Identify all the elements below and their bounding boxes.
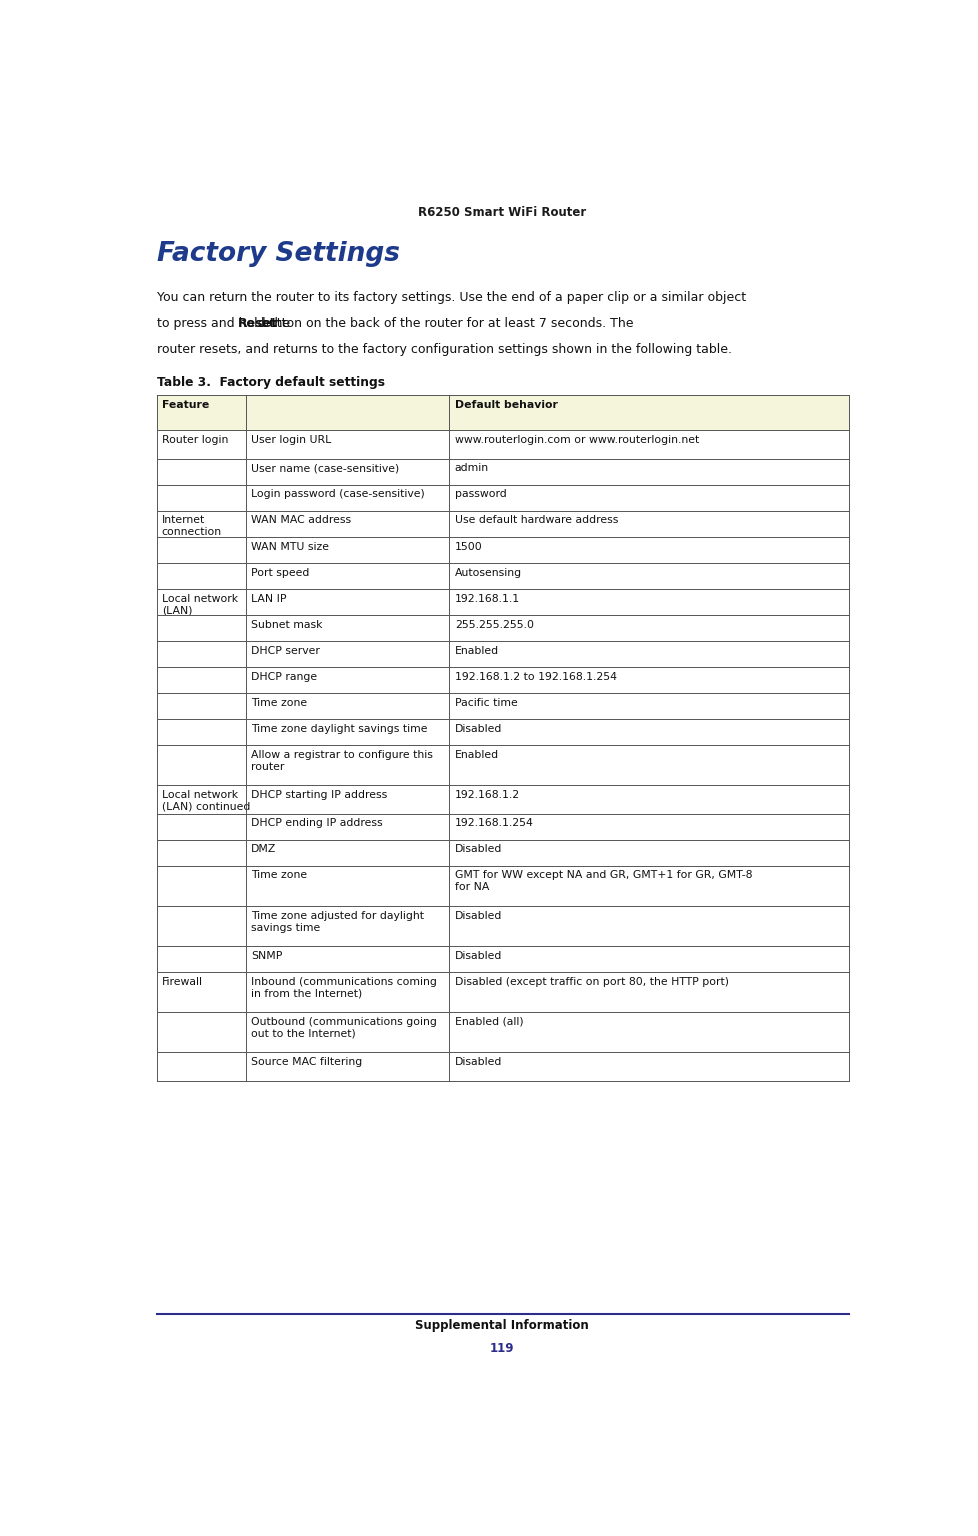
Text: Time zone: Time zone bbox=[251, 871, 307, 880]
Bar bbox=[156, 562, 848, 588]
Bar bbox=[156, 785, 848, 814]
Text: Disabled: Disabled bbox=[454, 723, 502, 734]
Text: SNMP: SNMP bbox=[251, 951, 283, 960]
Text: Pacific time: Pacific time bbox=[454, 697, 517, 708]
Text: Allow a registrar to configure this
router: Allow a registrar to configure this rout… bbox=[251, 750, 433, 771]
Text: DHCP range: DHCP range bbox=[251, 671, 317, 682]
Text: Local network
(LAN): Local network (LAN) bbox=[161, 593, 238, 616]
Bar bbox=[156, 840, 848, 866]
Text: Enabled: Enabled bbox=[454, 645, 499, 656]
Bar bbox=[156, 614, 848, 641]
Text: to press and hold the: to press and hold the bbox=[156, 316, 293, 330]
Text: WAN MTU size: WAN MTU size bbox=[251, 542, 329, 551]
Text: Source MAC filtering: Source MAC filtering bbox=[251, 1057, 362, 1068]
Bar bbox=[156, 536, 848, 562]
Text: 192.168.1.2: 192.168.1.2 bbox=[454, 790, 519, 800]
Text: 119: 119 bbox=[489, 1342, 513, 1355]
Text: button on the back of the router for at least 7 seconds. The: button on the back of the router for at … bbox=[257, 316, 633, 330]
Text: Subnet mask: Subnet mask bbox=[251, 619, 323, 630]
Bar bbox=[156, 641, 848, 667]
Bar bbox=[156, 719, 848, 745]
Text: router resets, and returns to the factory configuration settings shown in the fo: router resets, and returns to the factor… bbox=[156, 343, 731, 356]
Text: DHCP ending IP address: DHCP ending IP address bbox=[251, 819, 382, 828]
Text: admin: admin bbox=[454, 464, 488, 473]
Text: DHCP server: DHCP server bbox=[251, 645, 320, 656]
Text: Supplemental Information: Supplemental Information bbox=[415, 1318, 588, 1332]
Bar bbox=[156, 946, 848, 972]
Text: Outbound (communications going
out to the Internet): Outbound (communications going out to th… bbox=[251, 1017, 437, 1038]
Text: You can return the router to its factory settings. Use the end of a paper clip o: You can return the router to its factory… bbox=[156, 290, 745, 304]
Text: Autosensing: Autosensing bbox=[454, 567, 521, 578]
Text: Disabled: Disabled bbox=[454, 951, 502, 960]
Text: password: password bbox=[454, 490, 506, 499]
Bar bbox=[156, 511, 848, 536]
Bar bbox=[156, 745, 848, 785]
Bar bbox=[156, 588, 848, 614]
Bar bbox=[156, 814, 848, 840]
Text: 1500: 1500 bbox=[454, 542, 482, 551]
Text: Reset: Reset bbox=[238, 316, 277, 330]
Text: GMT for WW except NA and GR, GMT+1 for GR, GMT-8
for NA: GMT for WW except NA and GR, GMT+1 for G… bbox=[454, 871, 751, 892]
Text: 192.168.1.1: 192.168.1.1 bbox=[454, 593, 519, 604]
Text: Disabled: Disabled bbox=[454, 1057, 502, 1068]
Text: Use default hardware address: Use default hardware address bbox=[454, 516, 617, 525]
Text: Internet
connection: Internet connection bbox=[161, 516, 222, 538]
Text: Router login: Router login bbox=[161, 435, 228, 445]
Text: Enabled: Enabled bbox=[454, 750, 499, 760]
Text: Time zone: Time zone bbox=[251, 697, 307, 708]
Bar bbox=[156, 866, 848, 906]
Text: Disabled: Disabled bbox=[454, 911, 502, 920]
Bar bbox=[156, 395, 848, 430]
Bar bbox=[156, 972, 848, 1012]
Text: User name (case-sensitive): User name (case-sensitive) bbox=[251, 464, 399, 473]
Text: User login URL: User login URL bbox=[251, 435, 332, 445]
Text: www.routerlogin.com or www.routerlogin.net: www.routerlogin.com or www.routerlogin.n… bbox=[454, 435, 698, 445]
Text: Table 3.  Factory default settings: Table 3. Factory default settings bbox=[156, 376, 384, 389]
Text: 255.255.255.0: 255.255.255.0 bbox=[454, 619, 533, 630]
Text: Factory Settings: Factory Settings bbox=[156, 241, 399, 267]
Text: R6250 Smart WiFi Router: R6250 Smart WiFi Router bbox=[418, 206, 585, 218]
Text: WAN MAC address: WAN MAC address bbox=[251, 516, 351, 525]
Text: Local network
(LAN) continued: Local network (LAN) continued bbox=[161, 790, 250, 813]
Text: LAN IP: LAN IP bbox=[251, 593, 287, 604]
Bar bbox=[156, 1052, 848, 1081]
Bar bbox=[156, 667, 848, 693]
Text: Disabled: Disabled bbox=[454, 845, 502, 854]
Text: DMZ: DMZ bbox=[251, 845, 277, 854]
Text: Disabled (except traffic on port 80, the HTTP port): Disabled (except traffic on port 80, the… bbox=[454, 977, 728, 986]
Text: Enabled (all): Enabled (all) bbox=[454, 1017, 523, 1028]
Text: Port speed: Port speed bbox=[251, 567, 309, 578]
Bar bbox=[156, 1012, 848, 1052]
Bar bbox=[156, 459, 848, 485]
Bar bbox=[156, 485, 848, 511]
Text: 192.168.1.254: 192.168.1.254 bbox=[454, 819, 533, 828]
Text: Login password (case-sensitive): Login password (case-sensitive) bbox=[251, 490, 424, 499]
Text: Inbound (communications coming
in from the Internet): Inbound (communications coming in from t… bbox=[251, 977, 437, 998]
Text: 192.168.1.2 to 192.168.1.254: 192.168.1.2 to 192.168.1.254 bbox=[454, 671, 616, 682]
Text: Default behavior: Default behavior bbox=[454, 399, 557, 410]
Text: DHCP starting IP address: DHCP starting IP address bbox=[251, 790, 387, 800]
Bar bbox=[156, 906, 848, 946]
Text: Feature: Feature bbox=[161, 399, 209, 410]
Bar bbox=[156, 430, 848, 459]
Text: Firewall: Firewall bbox=[161, 977, 202, 986]
Bar bbox=[156, 693, 848, 719]
Text: Time zone daylight savings time: Time zone daylight savings time bbox=[251, 723, 427, 734]
Text: Time zone adjusted for daylight
savings time: Time zone adjusted for daylight savings … bbox=[251, 911, 423, 932]
